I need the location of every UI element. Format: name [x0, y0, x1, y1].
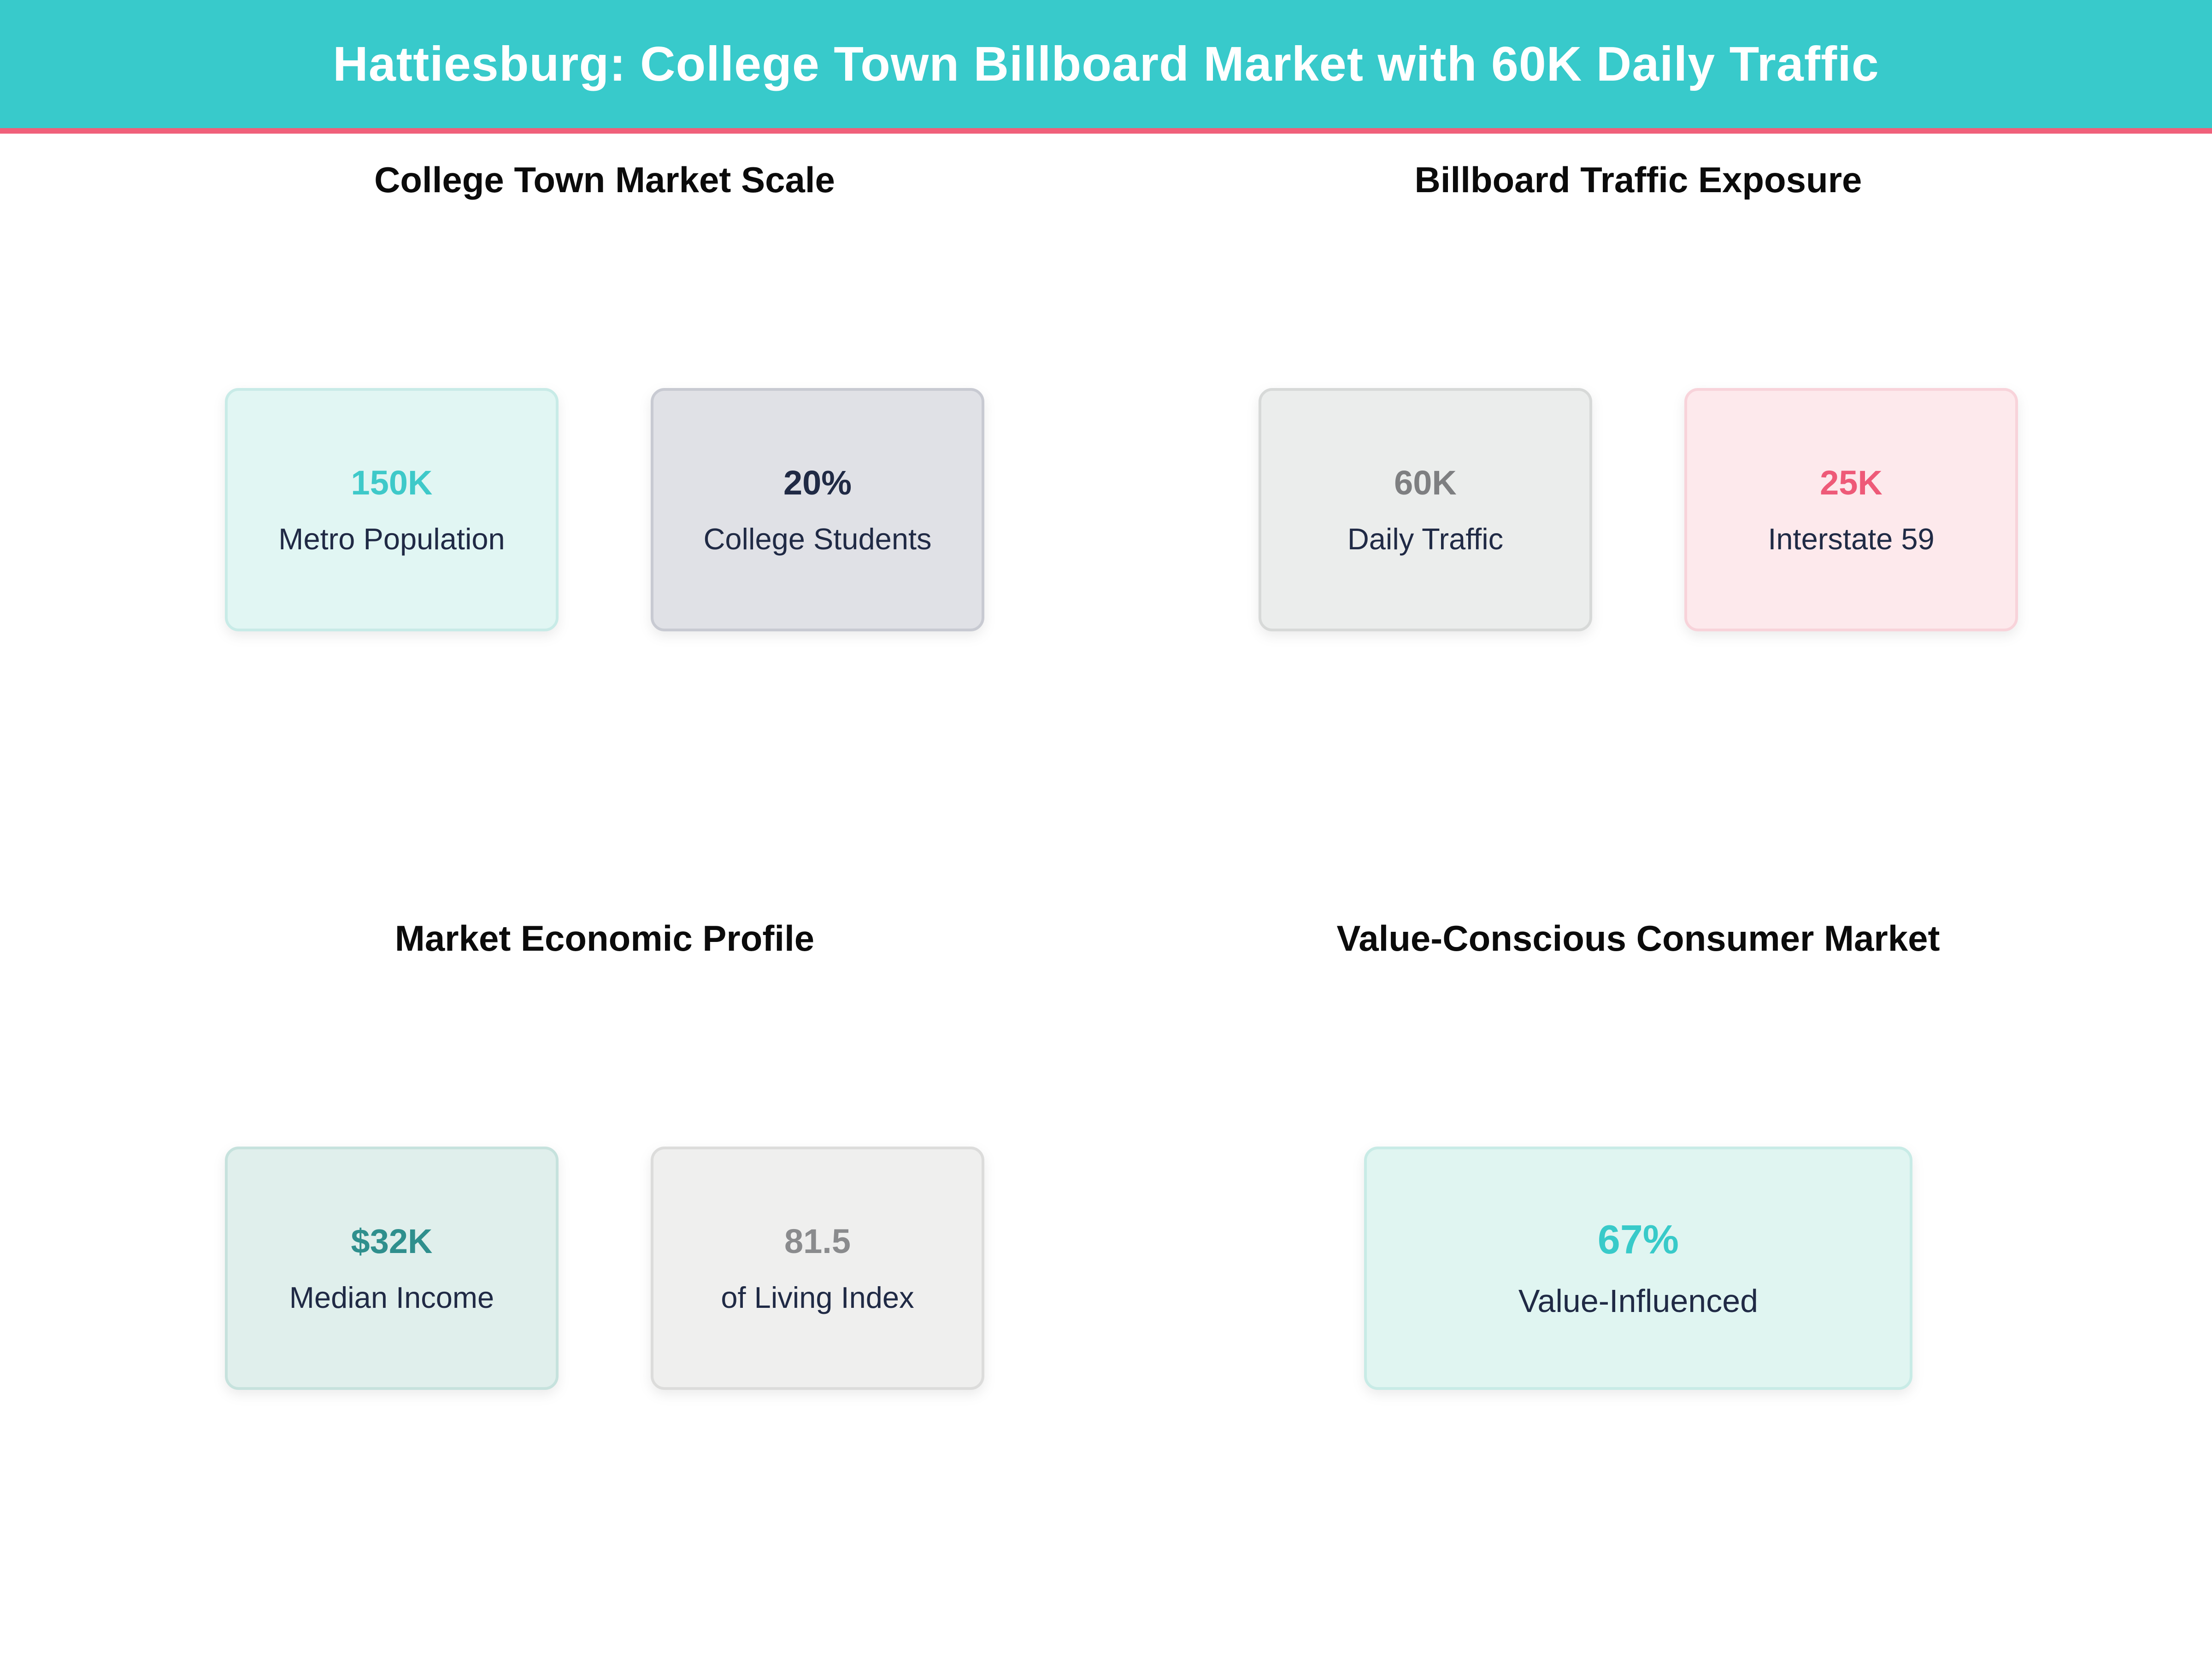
page-title: Hattiesburg: College Town Billboard Mark…	[333, 36, 1879, 91]
header-banner: Hattiesburg: College Town Billboard Mark…	[0, 0, 2212, 134]
stat-label: Value-Influenced	[1518, 1282, 1759, 1319]
stat-card-value-influenced: 67% Value-Influenced	[1364, 1147, 1912, 1390]
stat-card-median-income: $32K Median Income	[225, 1147, 559, 1390]
section-title: College Town Market Scale	[374, 159, 835, 200]
section-college-town-market-scale: College Town Market Scale 150K Metro Pop…	[144, 157, 1065, 631]
stat-value: 25K	[1820, 463, 1883, 502]
stat-label: College Students	[703, 522, 932, 556]
card-row: 60K Daily Traffic 25K Interstate 59	[1259, 388, 2018, 631]
stat-label: Interstate 59	[1768, 522, 1935, 556]
stat-card-metro-population: 150K Metro Population	[225, 388, 559, 631]
section-title: Market Economic Profile	[394, 918, 815, 959]
stat-value: $32K	[351, 1222, 433, 1260]
section-billboard-traffic-exposure: Billboard Traffic Exposure 60K Daily Tra…	[1177, 157, 2099, 631]
stat-value: 150K	[351, 463, 433, 502]
stat-label: of Living Index	[721, 1280, 914, 1314]
card-row: $32K Median Income 81.5 of Living Index	[225, 1147, 984, 1390]
card-row: 67% Value-Influenced	[1364, 1147, 1912, 1390]
stat-label: Daily Traffic	[1347, 522, 1504, 556]
stat-card-college-students: 20% College Students	[651, 388, 984, 631]
section-value-conscious-consumer-market: Value-Conscious Consumer Market 67% Valu…	[1177, 915, 2099, 1390]
stat-card-living-index: 81.5 of Living Index	[651, 1147, 984, 1390]
section-title: Billboard Traffic Exposure	[1414, 159, 1862, 200]
stat-card-interstate-59: 25K Interstate 59	[1684, 388, 2018, 631]
stat-label: Median Income	[289, 1280, 494, 1314]
stat-value: 67%	[1597, 1217, 1679, 1263]
section-title: Value-Conscious Consumer Market	[1336, 918, 1940, 959]
stat-card-daily-traffic: 60K Daily Traffic	[1259, 388, 1592, 631]
stat-value: 20%	[783, 463, 852, 502]
section-market-economic-profile: Market Economic Profile $32K Median Inco…	[144, 915, 1065, 1390]
stat-label: Metro Population	[278, 522, 505, 556]
stat-value: 60K	[1394, 463, 1457, 502]
card-row: 150K Metro Population 20% College Studen…	[225, 388, 984, 631]
stat-value: 81.5	[784, 1222, 851, 1260]
